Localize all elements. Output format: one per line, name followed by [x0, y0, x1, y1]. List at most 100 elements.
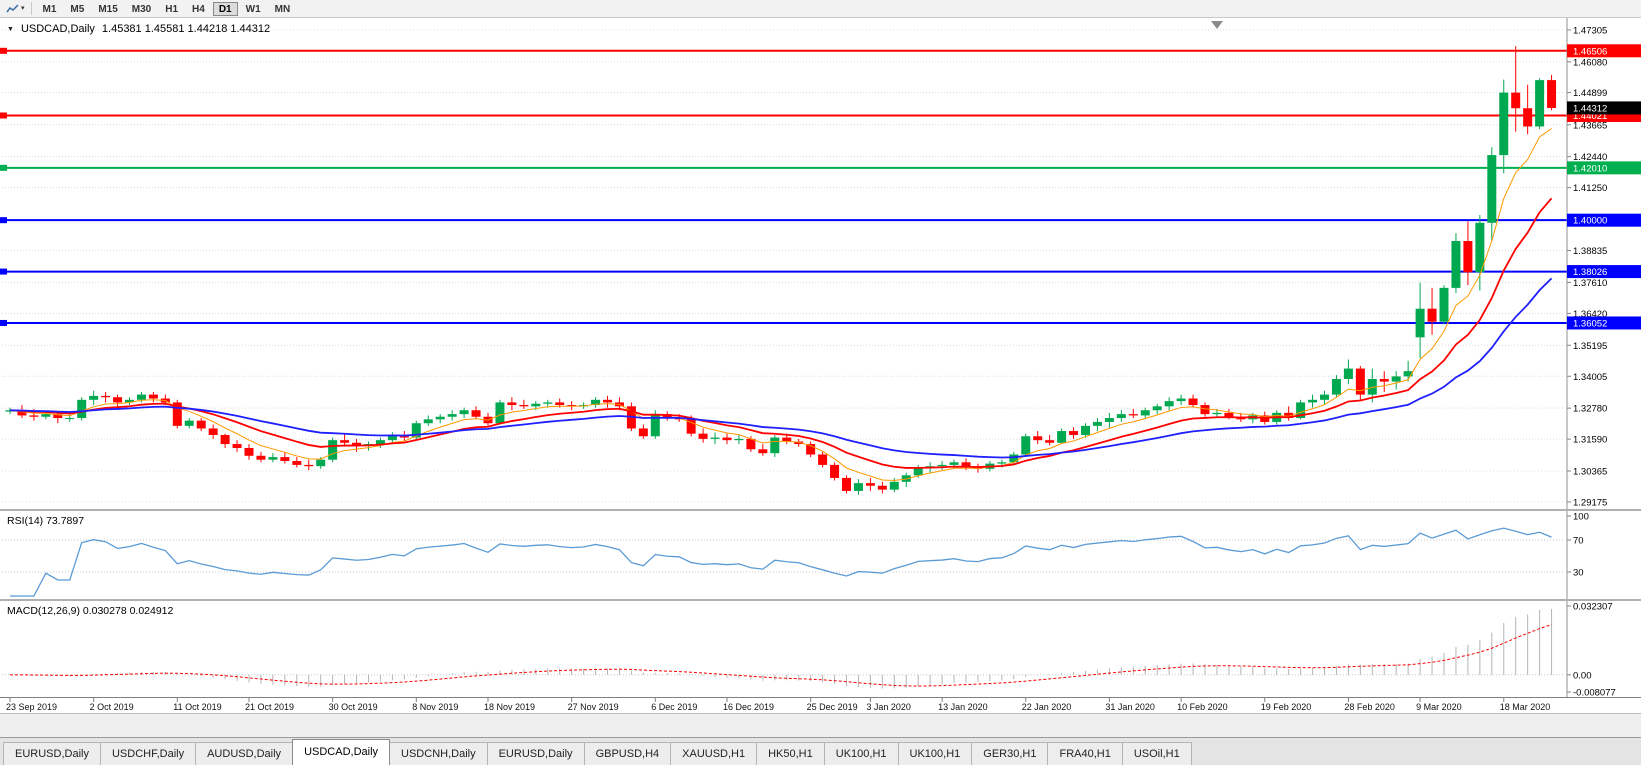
chart-tab-fra40-h1-12[interactable]: FRA40,H1: [1047, 742, 1123, 765]
candle: [268, 457, 278, 460]
current-price-badge: [1567, 101, 1641, 115]
candle: [1391, 376, 1401, 382]
candle: [794, 441, 804, 445]
timeframe-w1[interactable]: W1: [245, 3, 261, 15]
chart-tab-usdcad-daily-3[interactable]: USDCAD,Daily: [292, 739, 391, 765]
candle: [1320, 394, 1329, 400]
candle: [758, 449, 768, 454]
candle: [101, 395, 111, 398]
candle: [698, 433, 708, 439]
chart-tab-uk100-h1-9[interactable]: UK100,H1: [823, 742, 899, 765]
chart-tabs: EURUSD,Daily USDCHF,Daily AUDUSD,Daily USDC…: [0, 737, 1641, 765]
timeframe-m30[interactable]: M30: [131, 3, 152, 15]
candle: [650, 414, 660, 437]
candle: [125, 399, 134, 403]
price-axis-label: 1.38835: [1573, 246, 1607, 257]
chart-area: 1.47305 1.46080 1.44899 1.43665 1.42440 1.412…: [0, 18, 1641, 713]
date-axis-label: 22 Jan 2020: [1022, 702, 1072, 712]
panel-dividers[interactable]: [0, 509, 1641, 698]
chart-tab-xauusd-h1-7[interactable]: XAUUSD,H1: [670, 742, 758, 765]
candle: [1188, 398, 1198, 406]
date-axis-label: 28 Feb 2020: [1344, 702, 1395, 712]
svg-text:1.44021: 1.44021: [1573, 111, 1607, 122]
price-axis-label: 1.34005: [1573, 372, 1607, 383]
chart-tab-uk100-h1-10[interactable]: UK100,H1: [897, 742, 973, 765]
candle: [1475, 222, 1485, 273]
candle: [961, 462, 971, 468]
candle: [41, 414, 51, 417]
time-axis[interactable]: 23 Sep 2019 2 Oct 2019 11 Oct 2019 21 Oct 2…: [6, 698, 1550, 712]
candle: [1547, 80, 1557, 108]
symbol-dropdown-icon[interactable]: ▼: [7, 25, 14, 33]
chart-type-icon[interactable]: ▾: [3, 2, 28, 16]
candle: [495, 402, 505, 424]
candle: [423, 419, 433, 424]
candle: [1021, 436, 1031, 455]
candle: [256, 455, 266, 460]
timeframe-m15[interactable]: M15: [98, 3, 118, 15]
rsi-panel: 100 70 30: [2, 512, 1589, 579]
candle: [591, 399, 601, 406]
candle: [997, 462, 1007, 464]
chart-tab-audusd-daily-2[interactable]: AUDUSD,Daily: [195, 742, 294, 765]
candle: [1343, 368, 1353, 379]
svg-text:1.38026: 1.38026: [1573, 267, 1607, 278]
date-axis-label: 21 Oct 2019: [245, 702, 294, 712]
candle: [1224, 412, 1234, 417]
line-left-marker: [0, 47, 7, 54]
candle: [17, 410, 27, 416]
candle: [304, 464, 314, 467]
timeframe-h4[interactable]: H4: [192, 3, 205, 15]
price-axis-label: 1.32780: [1573, 404, 1607, 415]
candle: [89, 395, 99, 400]
candle: [1308, 399, 1318, 403]
chart-tab-hk50-h1-8[interactable]: HK50,H1: [756, 742, 825, 765]
chart-tab-gbpusd-h4-6[interactable]: GBPUSD,H4: [583, 742, 672, 765]
timeframe-h1[interactable]: H1: [165, 3, 179, 15]
candle: [1128, 414, 1138, 416]
candle: [1104, 418, 1114, 422]
chart-tab-usdchf-daily-1[interactable]: USDCHF,Daily: [99, 742, 197, 765]
ma-slow: [9, 277, 1553, 459]
candle: [662, 414, 672, 419]
date-axis-label: 27 Nov 2019: [568, 702, 619, 712]
price-axis-badges: 1.46506 1.44021 1.42010 1.40000 1.38026 1.360…: [1567, 44, 1641, 330]
price-axis-label: 1.41250: [1573, 183, 1607, 194]
price-axis-label: 1.46080: [1573, 57, 1607, 68]
candle: [1439, 287, 1449, 322]
chart-shift-marker[interactable]: [1211, 21, 1223, 29]
timeframe-m5[interactable]: M5: [70, 3, 85, 15]
candle: [1415, 308, 1425, 338]
timeframe-mn[interactable]: MN: [274, 3, 291, 15]
candle: [913, 467, 923, 476]
rsi-axis-label: 70: [1573, 536, 1584, 547]
chart-tab-usoil-h1-13[interactable]: USOil,H1: [1121, 742, 1192, 765]
svg-text:1.46506: 1.46506: [1573, 46, 1607, 57]
timeframe-d1[interactable]: D1: [212, 1, 238, 16]
svg-text:1.36052: 1.36052: [1573, 318, 1607, 329]
price-chart-canvas[interactable]: 1.47305 1.46080 1.44899 1.43665 1.42440 1.412…: [0, 18, 1641, 713]
chart-tab-eurusd-daily-5[interactable]: EURUSD,Daily: [486, 742, 585, 765]
ma-fast: [9, 128, 1552, 482]
horizontal-lines[interactable]: [0, 47, 1567, 326]
candle: [1367, 378, 1377, 395]
candle: [375, 440, 385, 445]
candle: [280, 457, 290, 461]
candle: [567, 405, 577, 407]
candle: [352, 442, 362, 446]
macd-axis-label: -0.008077: [1573, 688, 1616, 699]
line-left-marker: [0, 319, 7, 326]
candle: [1331, 378, 1341, 395]
candle: [184, 420, 194, 426]
candle: [638, 428, 648, 437]
price-axis-label: 1.37610: [1573, 278, 1607, 289]
chart-tab-ger30-h1-11[interactable]: GER30,H1: [971, 742, 1049, 765]
date-axis-label: 10 Feb 2020: [1177, 702, 1228, 712]
candle: [1403, 371, 1413, 377]
chart-tab-eurusd-daily-0[interactable]: EURUSD,Daily: [3, 742, 101, 765]
rsi-axis-label: 30: [1573, 568, 1584, 579]
timeframe-m1[interactable]: M1: [42, 3, 57, 15]
chart-tab-usdcnh-daily-4[interactable]: USDCNH,Daily: [389, 742, 488, 765]
candle: [531, 403, 541, 407]
